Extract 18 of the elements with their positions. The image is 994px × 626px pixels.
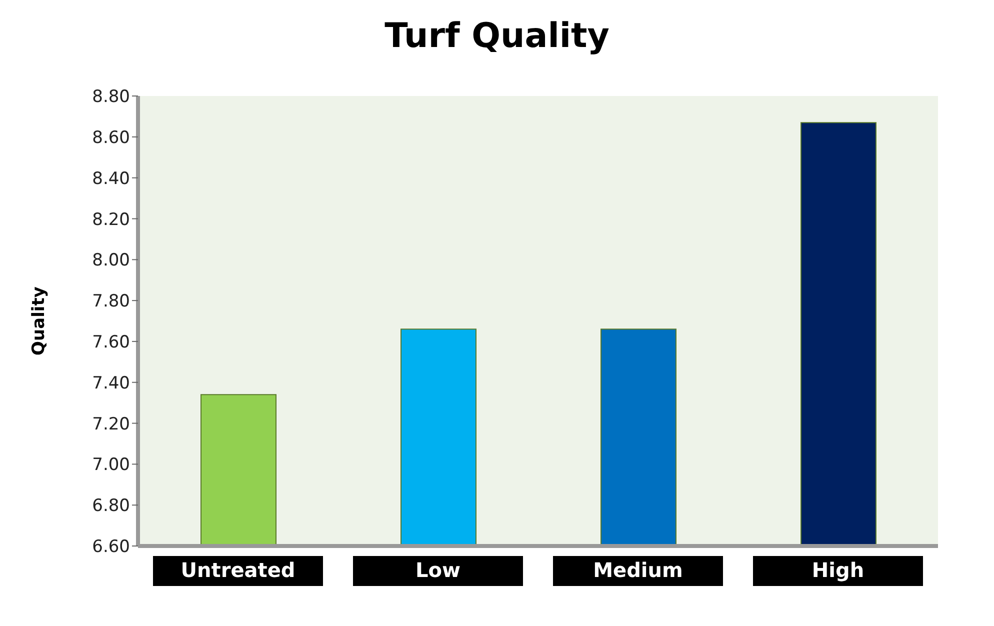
- x-tick-label: Medium: [593, 558, 683, 582]
- x-tick-label: High: [812, 558, 864, 582]
- y-tick-label: 8.60: [92, 128, 130, 148]
- chart-title: Turf Quality: [384, 16, 610, 58]
- y-tick-label: 7.40: [92, 373, 130, 394]
- y-tick-label: 7.00: [92, 455, 130, 476]
- y-tick-label: 8.40: [92, 168, 130, 189]
- y-tick-label: 8.20: [92, 210, 130, 230]
- y-axis-title: Quality: [29, 286, 50, 356]
- y-tick-label: 8.80: [92, 87, 130, 108]
- y-tick-label: 6.80: [92, 496, 130, 516]
- y-tick-label: 7.60: [92, 332, 130, 352]
- y-tick-label: 7.20: [92, 414, 130, 434]
- x-tick-label: Low: [416, 558, 460, 582]
- y-tick-label: 6.60: [92, 537, 130, 558]
- x-tick-label: Untreated: [180, 558, 296, 582]
- y-tick-label: 8.00: [92, 250, 130, 271]
- y-tick-label: 7.80: [92, 292, 130, 312]
